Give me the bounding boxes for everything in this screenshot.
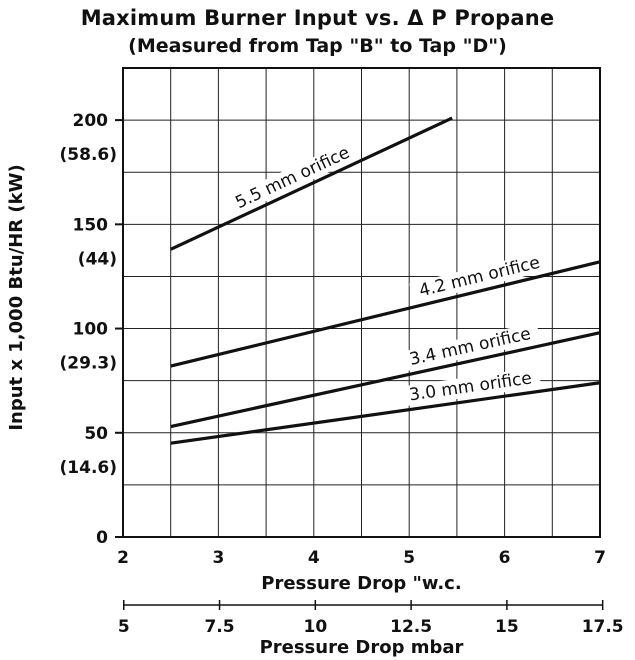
series-line-1 [170,260,601,368]
y-tick-sublabel: (44) [78,249,117,269]
y-tick-sublabel: (29.3) [60,354,117,374]
x-tick-label: 4 [308,548,320,568]
y-tick-sublabel: (14.6) [60,458,117,478]
x2-axis-title: Pressure Drop mbar [260,637,464,658]
chart-subtitle: (Measured from Tap "B" to Tap "D") [128,35,507,57]
series-label-bg [399,322,541,372]
y-tick-label: 150 [73,215,109,235]
chart-title: Maximum Burner Input vs. Δ P Propane [80,6,555,30]
mbar-tick-label: 10 [303,617,327,637]
series-lines [170,116,601,445]
y-tick-sublabel: (58.6) [60,145,117,165]
series-label-bg [409,250,550,304]
x-axis-ticks: 2 3 4 5 6 7 [117,548,606,568]
mbar-tick-label: 12.5 [390,617,432,637]
grid-lines [123,68,600,537]
y-tick-label: 0 [96,528,108,548]
x-tick-label: 2 [117,548,129,568]
mbar-tick-label: 15 [495,617,519,637]
series-line-0 [170,116,453,251]
x-tick-label: 5 [403,548,415,568]
plot-frame [122,67,601,538]
series-line-2 [170,331,601,429]
series-label: 3.4 mm orifice [408,324,533,370]
series-label: 4.2 mm orifice [417,253,542,302]
mbar-tick-label: 5 [118,617,130,637]
series-line-3 [170,381,601,445]
y-axis-ticks: 0 50 (14.6) 100 (29.3) 150 (44) 200 (58.6) [60,111,123,548]
series-label-bg [399,367,542,407]
mbar-tick-label: 7.5 [204,617,234,637]
x-tick-label: 3 [212,548,224,568]
y-tick-label: 50 [84,424,108,444]
x-tick-label: 6 [499,548,511,568]
x-tick-label: 7 [594,548,606,568]
mbar-tick-label: 17.5 [582,617,624,637]
series-label: 5.5 mm orifice [232,143,352,213]
series-label-bg [224,139,361,217]
x-axis-title: Pressure Drop "w.c. [261,573,461,594]
mbar-axis: 5 7.5 10 12.5 15 17.5 [118,600,624,637]
series-labels: 5.5 mm orifice 4.2 mm orifice 3.4 mm orifi… [224,139,550,407]
y-tick-label: 200 [73,111,109,131]
y-axis-title: Input x 1,000 Btu/HR (kW) [6,164,27,430]
y-tick-label: 100 [73,320,109,340]
